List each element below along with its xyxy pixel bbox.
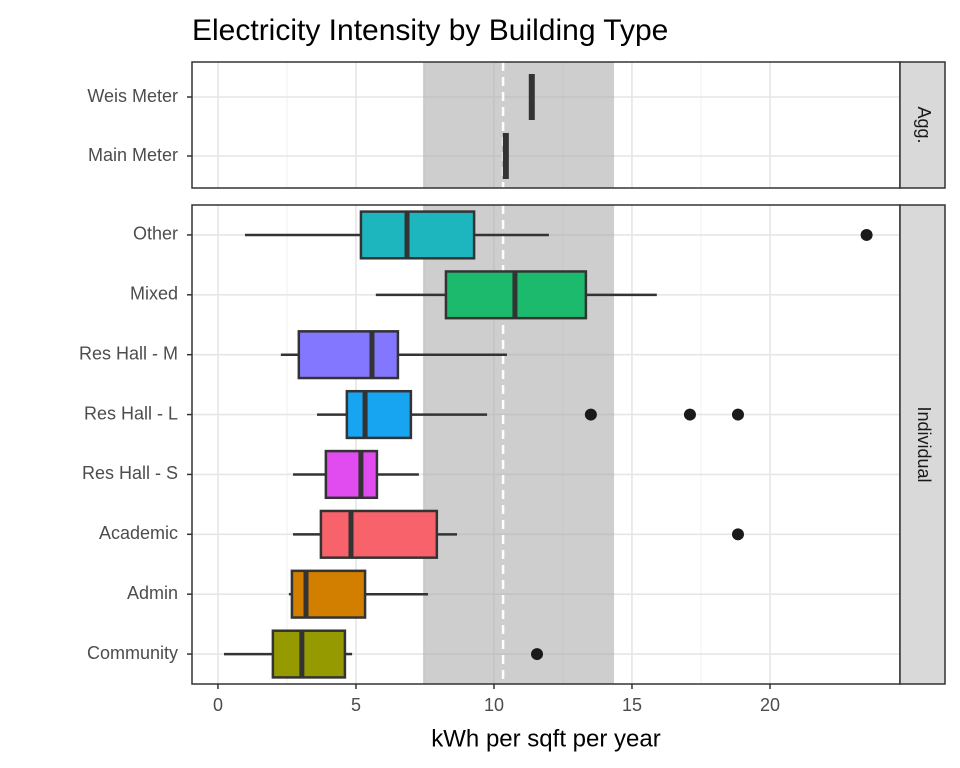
outlier [731,408,744,421]
x-tick-label: 5 [351,695,361,715]
box [290,569,367,619]
box [297,330,400,380]
outlier [731,528,744,541]
chart-title: Electricity Intensity by Building Type [192,14,668,47]
x-axis-label: kWh per sqft per year [431,725,660,752]
y-tick-label: Admin [127,583,178,603]
x-tick-label: 10 [484,695,504,715]
y-tick-label: Weis Meter [87,86,178,106]
x-tick-label: 15 [622,695,642,715]
box [324,449,379,500]
box [359,210,476,260]
strip [899,204,946,685]
outlier [531,648,544,661]
y-tick-label: Academic [99,523,178,543]
box [345,389,413,440]
strip-label: Individual [914,406,934,482]
y-tick-label: Main Meter [88,145,178,165]
y-tick-label: Community [87,643,178,663]
reference-band [423,62,615,188]
strip [899,61,946,189]
y-tick-label: Res Hall - M [79,343,178,363]
strip-label: Agg. [914,106,934,143]
x-tick-label: 20 [760,695,780,715]
y-tick-label: Mixed [130,284,178,304]
box [319,509,439,559]
outlier [860,228,873,241]
box [271,629,347,679]
outlier [683,408,696,421]
outlier [584,408,597,421]
y-tick-label: Other [133,224,178,244]
x-tick-label: 0 [213,695,223,715]
y-tick-label: Res Hall - L [84,403,178,423]
y-tick-label: Res Hall - S [82,463,178,483]
